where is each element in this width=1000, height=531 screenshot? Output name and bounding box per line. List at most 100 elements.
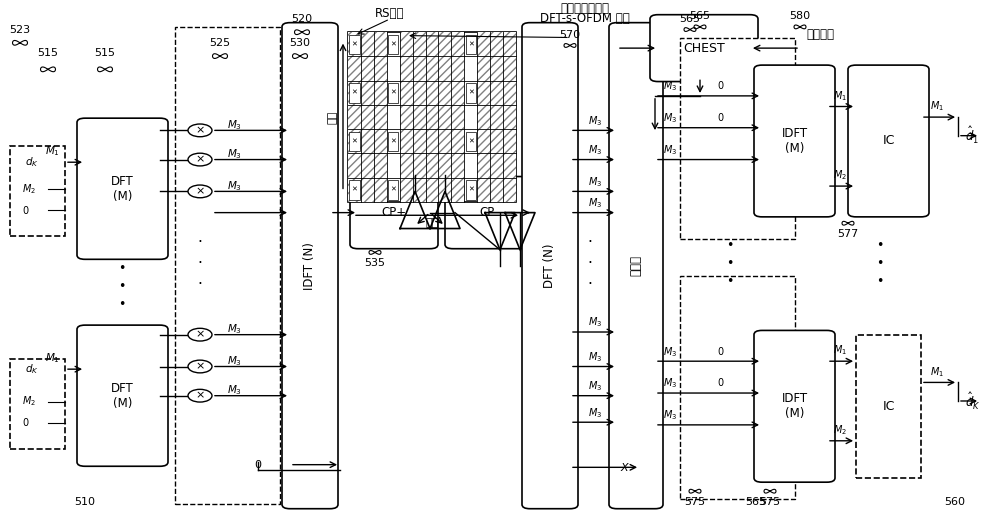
Bar	[388, 132, 398, 151]
FancyBboxPatch shape	[282, 23, 338, 509]
Bar	[175, 27, 280, 504]
Text: 0: 0	[717, 113, 723, 123]
Text: 0: 0	[717, 81, 723, 91]
Bar	[374, 32, 387, 202]
Text: IDFT
(M): IDFT (M)	[781, 127, 808, 155]
Text: $M_3$: $M_3$	[663, 376, 677, 390]
Text: RS符号: RS符号	[375, 7, 405, 20]
Circle shape	[188, 389, 212, 402]
Text: $M_3$: $M_3$	[227, 147, 243, 161]
Text: $0$: $0$	[22, 416, 30, 428]
FancyBboxPatch shape	[77, 118, 168, 259]
Text: ·
·
·: · · ·	[588, 235, 592, 292]
Text: ✕: ✕	[352, 41, 357, 47]
Text: 535: 535	[364, 258, 386, 268]
Bar	[348, 32, 516, 202]
Text: ×: ×	[195, 362, 205, 372]
Bar	[388, 35, 398, 54]
Text: ×: ×	[195, 125, 205, 135]
Text: DFT-s-OFDM 符号: DFT-s-OFDM 符号	[540, 12, 630, 25]
Text: 577: 577	[837, 229, 859, 239]
Circle shape	[188, 328, 212, 341]
Bar	[348, 32, 361, 202]
Bar	[10, 147, 65, 236]
FancyBboxPatch shape	[609, 23, 663, 509]
Bar	[438, 32, 451, 202]
Bar	[451, 32, 464, 202]
Text: 0: 0	[254, 460, 262, 470]
FancyBboxPatch shape	[754, 330, 835, 482]
Bar	[426, 32, 438, 202]
Text: $M_3$: $M_3$	[663, 80, 677, 93]
Circle shape	[188, 360, 212, 373]
Text: 0: 0	[717, 379, 723, 389]
Text: $M_2$: $M_2$	[22, 394, 36, 408]
FancyBboxPatch shape	[650, 15, 758, 82]
Text: $M_3$: $M_3$	[588, 379, 602, 393]
Text: 565: 565	[690, 11, 710, 21]
Text: DFT (N): DFT (N)	[544, 243, 556, 288]
Text: IC: IC	[883, 400, 895, 413]
Bar	[680, 38, 795, 239]
Text: $M_1$: $M_1$	[930, 365, 944, 379]
Text: ✕: ✕	[352, 187, 357, 193]
Circle shape	[188, 153, 212, 166]
Bar	[680, 276, 795, 499]
Bar	[388, 83, 398, 102]
Text: DFT
(M): DFT (M)	[111, 382, 134, 410]
Text: 575: 575	[684, 497, 706, 507]
Text: $M_1$: $M_1$	[45, 352, 59, 365]
Text: •
•
•: • • •	[876, 238, 884, 287]
Text: $M_3$: $M_3$	[227, 179, 243, 193]
Text: $M_3$: $M_3$	[588, 406, 602, 420]
Text: $M_1$: $M_1$	[833, 344, 847, 357]
Text: $M_2$: $M_2$	[833, 423, 847, 437]
Text: CHEST: CHEST	[683, 41, 725, 55]
Text: 580: 580	[789, 11, 811, 21]
Text: CP-: CP-	[479, 206, 499, 219]
Bar	[400, 32, 413, 202]
Text: IDFT (N): IDFT (N)	[304, 242, 316, 289]
Text: $M_2$: $M_2$	[833, 168, 847, 182]
Text: 515: 515	[38, 48, 58, 58]
Bar	[10, 358, 65, 449]
Text: •
•
•: • • •	[726, 238, 734, 287]
Bar	[349, 180, 360, 200]
Bar	[466, 132, 476, 151]
Bar	[361, 32, 374, 202]
FancyBboxPatch shape	[848, 65, 929, 217]
Text: $d_K$: $d_K$	[25, 155, 39, 169]
Text: ×: ×	[195, 330, 205, 340]
Bar	[413, 32, 426, 202]
Text: $M_3$: $M_3$	[663, 112, 677, 125]
Text: ✕: ✕	[390, 90, 396, 96]
Text: 523: 523	[9, 24, 31, 35]
Text: ×: ×	[195, 155, 205, 165]
Text: DFT
(M): DFT (M)	[111, 175, 134, 203]
Text: ✕: ✕	[468, 139, 474, 144]
Bar	[856, 335, 921, 478]
FancyBboxPatch shape	[350, 176, 438, 249]
Text: $M_3$: $M_3$	[227, 322, 243, 336]
Text: $0$: $0$	[22, 204, 30, 216]
Text: $M_3$: $M_3$	[588, 315, 602, 329]
Text: CP+: CP+	[381, 206, 407, 219]
Text: 用于数据信道的: 用于数据信道的	[560, 2, 610, 15]
Bar	[349, 35, 360, 54]
Text: $M_3$: $M_3$	[663, 408, 677, 422]
Text: $M_3$: $M_3$	[227, 383, 243, 397]
Text: $M_1$: $M_1$	[45, 144, 59, 158]
Text: ✕: ✕	[352, 90, 357, 96]
Text: 510: 510	[74, 497, 96, 507]
Text: $M_3$: $M_3$	[588, 196, 602, 210]
Text: ✕: ✕	[352, 139, 357, 144]
Text: ✕: ✕	[390, 41, 396, 47]
Text: $M_3$: $M_3$	[227, 118, 243, 132]
Bar	[466, 180, 476, 200]
Text: $M_1$: $M_1$	[930, 100, 944, 114]
Text: $M_2$: $M_2$	[22, 182, 36, 195]
Text: ×: ×	[195, 391, 205, 401]
Text: $M_3$: $M_3$	[227, 354, 243, 368]
Bar	[466, 35, 476, 54]
Bar	[349, 132, 360, 151]
